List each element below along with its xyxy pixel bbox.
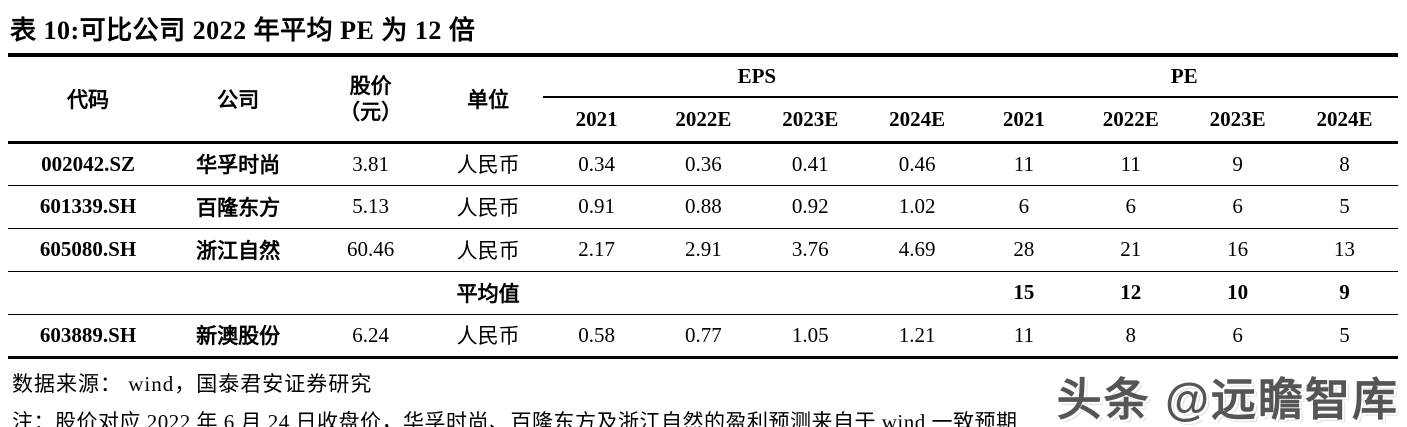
- header-unit: 单位: [433, 55, 544, 144]
- header-eps-2021: 2021: [543, 97, 651, 144]
- cell-pe-2024e: 8: [1291, 142, 1398, 186]
- table-row-zhejiang: 605080.SH 浙江自然 60.46 人民币 2.17 2.91 3.76 …: [8, 228, 1398, 272]
- header-code: 代码: [8, 55, 169, 144]
- cell-empty: [863, 271, 971, 315]
- cell-empty: [308, 271, 434, 315]
- cell-pe-2024e: 5: [1291, 185, 1398, 229]
- cell-eps-2023e: 3.76: [756, 228, 864, 272]
- header-eps-2022e: 2022E: [650, 97, 757, 144]
- cell-empty: [650, 271, 757, 315]
- cell-eps-2022e: 2.91: [650, 228, 757, 272]
- cell-eps-2023e: 0.41: [756, 142, 864, 186]
- cell-pe-2022e: 6: [1077, 185, 1185, 229]
- header-pe-2021: 2021: [970, 97, 1078, 144]
- cell-unit: 人民币: [433, 228, 544, 272]
- cell-pe-2023e: 16: [1184, 228, 1291, 272]
- cell-pe-2022e: 8: [1077, 314, 1185, 359]
- note-text: 注：股价对应 2022 年 6 月 24 日收盘价，华孚时尚、百隆东方及浙江自然…: [12, 409, 1018, 427]
- cell-code: 603889.SH: [8, 314, 169, 359]
- cell-pe-2023e: 6: [1184, 314, 1291, 359]
- cell-pe-2021: 11: [970, 314, 1078, 359]
- cell-code: 601339.SH: [8, 185, 169, 229]
- avg-pe-2023e: 10: [1184, 271, 1291, 315]
- data-source-text: 数据来源： wind，国泰君安证券研究: [12, 371, 373, 396]
- header-eps-2024e: 2024E: [863, 97, 971, 144]
- cell-eps-2022e: 0.36: [650, 142, 757, 186]
- header-pe-2022e: 2022E: [1077, 97, 1185, 144]
- cell-pe-2022e: 11: [1077, 142, 1185, 186]
- cell-eps-2024e: 4.69: [863, 228, 971, 272]
- cell-pe-2021: 28: [970, 228, 1078, 272]
- header-pe-2023e: 2023E: [1184, 97, 1291, 144]
- header-price: 股价 （元）: [308, 55, 434, 144]
- cell-eps-2021: 0.34: [543, 142, 651, 186]
- cell-price: 3.81: [308, 142, 434, 186]
- cell-unit: 人民币: [433, 314, 544, 359]
- cell-pe-2023e: 6: [1184, 185, 1291, 229]
- cell-eps-2024e: 1.02: [863, 185, 971, 229]
- cell-pe-2023e: 9: [1184, 142, 1291, 186]
- cell-eps-2024e: 0.46: [863, 142, 971, 186]
- comparable-companies-table: 代码 公司 股价 （元） 单位 EPS PE 2021 2022E 2023E …: [8, 53, 1398, 359]
- avg-pe-2021: 15: [970, 271, 1078, 315]
- table-row-average: 平均值 15 12 10 9: [8, 271, 1398, 315]
- cell-code: 605080.SH: [8, 228, 169, 272]
- cell-eps-2022e: 0.88: [650, 185, 757, 229]
- cell-eps-2021: 2.17: [543, 228, 651, 272]
- cell-pe-2024e: 13: [1291, 228, 1398, 272]
- table-row-xinao: 603889.SH 新澳股份 6.24 人民币 0.58 0.77 1.05 1…: [8, 314, 1398, 359]
- header-eps-group: EPS: [543, 55, 971, 98]
- cell-pe-2022e: 21: [1077, 228, 1185, 272]
- cell-eps-2022e: 0.77: [650, 314, 757, 359]
- cell-empty: [8, 271, 169, 315]
- header-years-row: 2021 2022E 2023E 2024E 2021 2022E 2023E …: [8, 97, 1398, 144]
- watermark-toutiao-yuanzhan: 头条 @远瞻智库: [1056, 374, 1399, 425]
- cell-empty: [168, 271, 309, 315]
- avg-pe-2022e: 12: [1077, 271, 1185, 315]
- cell-company: 浙江自然: [168, 228, 309, 272]
- cell-pe-2021: 6: [970, 185, 1078, 229]
- cell-eps-2021: 0.91: [543, 185, 651, 229]
- cell-eps-2023e: 0.92: [756, 185, 864, 229]
- table-row-huafu: 002042.SZ 华孚时尚 3.81 人民币 0.34 0.36 0.41 0…: [8, 142, 1398, 186]
- cell-pe-2024e: 5: [1291, 314, 1398, 359]
- header-company: 公司: [168, 55, 309, 144]
- cell-price: 5.13: [308, 185, 434, 229]
- cell-eps-2023e: 1.05: [756, 314, 864, 359]
- header-price-line2: （元）: [339, 99, 403, 124]
- cell-company: 百隆东方: [168, 185, 309, 229]
- header-price-line1: 股价: [349, 73, 392, 98]
- cell-pe-2021: 11: [970, 142, 1078, 186]
- cell-company: 新澳股份: [168, 314, 309, 359]
- header-pe-group: PE: [970, 55, 1398, 98]
- header-group-row: 代码 公司 股价 （元） 单位 EPS PE: [8, 55, 1398, 144]
- cell-empty: [756, 271, 864, 315]
- table-row-bailong: 601339.SH 百隆东方 5.13 人民币 0.91 0.88 0.92 1…: [8, 185, 1398, 229]
- cell-eps-2021: 0.58: [543, 314, 651, 359]
- header-eps-2023e: 2023E: [756, 97, 864, 144]
- cell-unit: 人民币: [433, 185, 544, 229]
- table-title: 表 10:可比公司 2022 年平均 PE 为 12 倍: [10, 16, 476, 45]
- cell-price: 60.46: [308, 228, 434, 272]
- avg-pe-2024e: 9: [1291, 271, 1398, 315]
- average-label: 平均值: [433, 271, 544, 315]
- cell-eps-2024e: 1.21: [863, 314, 971, 359]
- header-pe-2024e: 2024E: [1291, 97, 1398, 144]
- cell-company: 华孚时尚: [168, 142, 309, 186]
- cell-code: 002042.SZ: [8, 142, 169, 186]
- cell-unit: 人民币: [433, 142, 544, 186]
- cell-price: 6.24: [308, 314, 434, 359]
- cell-empty: [543, 271, 651, 315]
